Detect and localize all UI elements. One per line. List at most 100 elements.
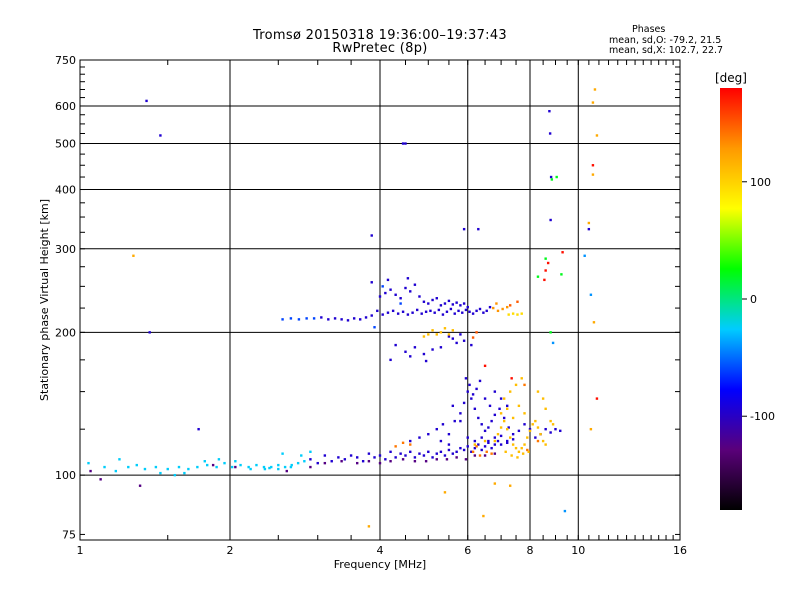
data-point: [247, 465, 250, 469]
data-point: [464, 308, 468, 312]
data-point: [391, 309, 395, 313]
data-point: [505, 407, 509, 410]
data-point: [560, 273, 563, 276]
data-point: [473, 407, 477, 410]
data-point: [290, 463, 293, 467]
data-point: [384, 458, 387, 461]
data-point: [145, 99, 148, 103]
data-point: [468, 310, 471, 313]
data-point: [404, 286, 407, 290]
data-point: [340, 460, 343, 463]
phase-stats-x: mean, sd,X: 102.7, 22.7: [609, 45, 724, 56]
data-point: [526, 436, 529, 439]
data-point: [536, 426, 540, 429]
data-point: [327, 318, 330, 321]
data-point: [554, 427, 557, 431]
data-point: [173, 473, 177, 477]
data-point: [478, 454, 482, 457]
data-point: [480, 448, 483, 452]
colorbar-tick-label: -100: [750, 410, 775, 423]
data-point: [447, 333, 451, 336]
phase-colorbar: [720, 88, 742, 510]
data-point: [431, 298, 434, 302]
data-point: [439, 439, 443, 443]
data-point: [433, 311, 436, 314]
data-point: [475, 387, 478, 391]
data-point: [154, 465, 158, 469]
x-tick-label: 1: [77, 544, 84, 557]
data-point: [485, 309, 488, 313]
data-point: [502, 416, 506, 420]
data-point: [520, 446, 523, 450]
data-point: [499, 426, 503, 429]
data-point: [466, 436, 469, 439]
data-point: [493, 439, 497, 443]
data-point: [451, 329, 455, 332]
data-point: [343, 458, 347, 461]
data-point: [549, 218, 552, 222]
data-point: [132, 254, 135, 257]
data-point: [401, 441, 405, 445]
data-point: [511, 438, 515, 441]
data-point: [441, 313, 445, 316]
y-tick-label: 500: [55, 138, 76, 151]
x-tick-label: 6: [464, 544, 471, 557]
data-point: [135, 463, 138, 467]
data-point: [544, 269, 547, 272]
data-point: [549, 431, 552, 434]
data-point: [296, 461, 300, 465]
data-point: [471, 312, 475, 315]
data-point: [394, 343, 397, 347]
data-point: [203, 460, 206, 463]
data-point: [451, 337, 455, 340]
data-point: [352, 317, 356, 320]
data-point: [370, 281, 373, 284]
data-point: [404, 454, 407, 457]
x-axis: 1 2 4 6 8 10 16: [77, 60, 687, 557]
data-point: [462, 302, 466, 305]
data-point: [505, 305, 509, 309]
data-point: [159, 471, 162, 475]
data-point: [492, 306, 495, 310]
data-point: [510, 377, 513, 380]
data-point: [435, 458, 438, 461]
data-point: [482, 311, 485, 314]
data-point: [435, 427, 438, 431]
data-point: [297, 318, 301, 321]
data-point: [370, 234, 373, 237]
data-point: [409, 443, 412, 446]
data-point: [394, 293, 397, 296]
data-point: [493, 413, 497, 417]
data-point: [511, 443, 515, 446]
data-point: [591, 101, 595, 104]
data-point: [499, 443, 503, 446]
data-point: [462, 227, 466, 231]
data-point: [539, 432, 542, 436]
data-point: [367, 460, 371, 463]
data-point: [453, 419, 456, 423]
data-point: [459, 419, 462, 423]
data-point: [394, 456, 397, 459]
data-point: [551, 341, 555, 345]
data-point: [589, 427, 593, 431]
data-point: [549, 175, 553, 179]
data-point: [496, 432, 500, 436]
data-point: [249, 467, 252, 471]
data-point: [281, 452, 284, 455]
data-point: [337, 456, 340, 459]
data-point: [520, 377, 523, 380]
data-point: [349, 454, 353, 457]
y-axis-label: Stationary phase Virtual Height [km]: [38, 199, 51, 401]
data-point: [477, 227, 480, 231]
data-point: [523, 412, 526, 415]
data-point: [543, 278, 546, 282]
data-point: [409, 355, 412, 358]
data-point: [563, 509, 567, 513]
data-point: [447, 432, 451, 436]
data-point: [159, 134, 162, 137]
data-point: [483, 397, 487, 400]
data-point: [520, 312, 523, 315]
data-point: [330, 460, 333, 463]
data-point: [384, 291, 387, 295]
data-point: [502, 397, 506, 400]
